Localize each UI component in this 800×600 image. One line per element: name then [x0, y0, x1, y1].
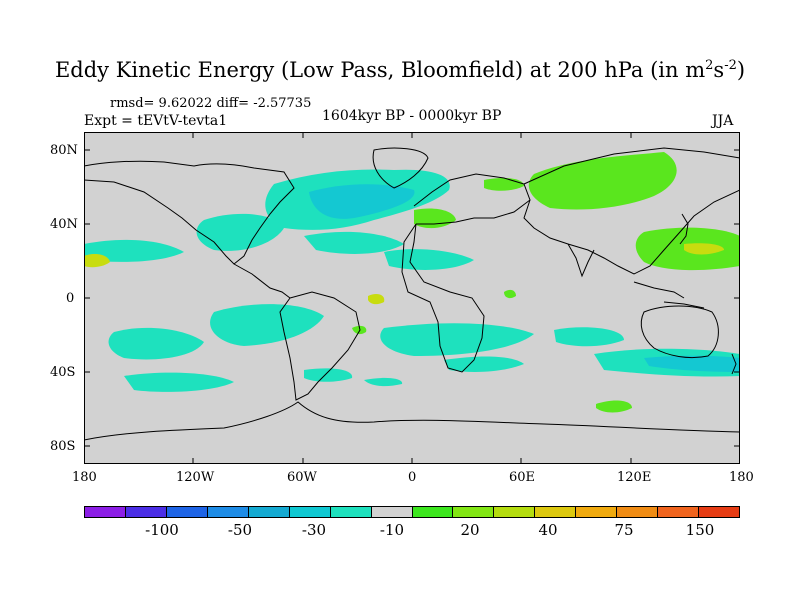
season-label: JJA	[712, 113, 734, 129]
map-svg	[83, 132, 741, 464]
colorbar-swatch	[330, 507, 372, 517]
coast-africa	[401, 223, 485, 373]
anomaly-s-indian	[554, 327, 624, 347]
colorbar-label: 75	[614, 521, 634, 539]
coast-se-asia	[633, 281, 705, 309]
lon-label: 120W	[176, 470, 215, 485]
anomaly-trop-indian-dot	[504, 289, 516, 299]
map-title: Eddy Kinetic Energy (Low Pass, Bloomfiel…	[54, 58, 746, 82]
colorbar-swatch	[535, 507, 577, 517]
colorbar-swatch	[248, 507, 290, 517]
anomaly-s-pacific-west	[108, 327, 204, 360]
coast-japan	[679, 213, 689, 245]
anomaly-n-pacific-west-core	[684, 243, 724, 255]
lon-label: 180	[729, 470, 754, 485]
anomaly-s-atlantic-far	[304, 368, 353, 382]
coast-australia	[640, 305, 719, 359]
colorbar-label: -50	[227, 521, 253, 539]
coast-greenland	[372, 147, 429, 189]
colorbar-swatch	[494, 507, 536, 517]
colorbar-swatch	[371, 507, 413, 517]
colorbar-swatch	[166, 507, 208, 517]
colorbar-label: -100	[145, 521, 179, 539]
anomaly-s-atlantic	[380, 323, 534, 356]
colorbar	[84, 506, 740, 518]
lon-label: 60W	[287, 470, 317, 485]
colorbar-label: 150	[685, 521, 715, 539]
colorbar-swatch	[412, 507, 454, 517]
stats-label: rmsd= 9.62022 diff= -2.57735	[110, 96, 312, 111]
lat-label: 80N	[50, 143, 78, 158]
colorbar-swatch	[699, 507, 739, 517]
coast-north-america	[83, 160, 295, 265]
lat-label: 40S	[50, 365, 76, 380]
colorbar-swatch	[85, 507, 126, 517]
colorbar-label: 40	[538, 521, 558, 539]
coast-antarctica	[83, 401, 741, 441]
anomaly-s-pacific-far	[124, 372, 234, 392]
anomaly-southern-ocean-east-core	[644, 355, 740, 372]
anomaly-n-pacific-trop	[84, 239, 184, 262]
anomaly-n-america	[196, 213, 284, 251]
anomaly-s-atlantic-dot	[596, 400, 632, 413]
colorbar-label: -10	[379, 521, 405, 539]
coast-eurasia	[523, 147, 741, 275]
coast-india	[567, 243, 595, 278]
period-label: 1604kyr BP - 0000kyr BP	[322, 108, 502, 124]
lat-label: 0	[66, 291, 75, 306]
anomaly-s-pacific-dot	[352, 325, 367, 335]
anomaly-southern-ocean-mid	[444, 356, 524, 372]
colorbar-swatch	[125, 507, 167, 517]
coast-new-zealand	[731, 353, 737, 375]
coastlines	[83, 147, 741, 441]
anomaly-n-atlantic-south	[304, 231, 404, 254]
lon-label: 0	[408, 470, 417, 485]
lat-label: 40N	[50, 217, 78, 232]
colorbar-swatch	[453, 507, 495, 517]
lat-label: 80S	[50, 439, 76, 454]
anomaly-antarctic-edge	[364, 377, 403, 387]
anomaly-n-atlantic-core	[309, 184, 415, 219]
colorbar-label: -30	[301, 521, 327, 539]
colorbar-swatch	[617, 507, 659, 517]
colorbar-label: 20	[460, 521, 480, 539]
colorbar-swatch	[289, 507, 331, 517]
anomaly-n-atlantic-trop	[384, 249, 474, 270]
anomaly-n-pacific-east	[84, 254, 110, 268]
lon-label: 180	[72, 470, 97, 485]
experiment-label: Expt = tEVtV-tevta1	[84, 113, 228, 129]
map-frame	[84, 132, 740, 464]
coast-south-america	[279, 291, 361, 401]
colorbar-swatch	[207, 507, 249, 517]
anomaly-field	[84, 152, 740, 413]
anomaly-central-asia	[528, 152, 677, 210]
lon-label: 60E	[509, 470, 536, 485]
coast-central-america	[233, 263, 291, 299]
anomaly-trop-atlantic-dot	[368, 294, 385, 305]
map-panel	[83, 132, 741, 464]
anomaly-s-pacific	[210, 304, 324, 346]
lon-label: 120E	[617, 470, 652, 485]
colorbar-swatch	[658, 507, 700, 517]
colorbar-swatch	[576, 507, 618, 517]
